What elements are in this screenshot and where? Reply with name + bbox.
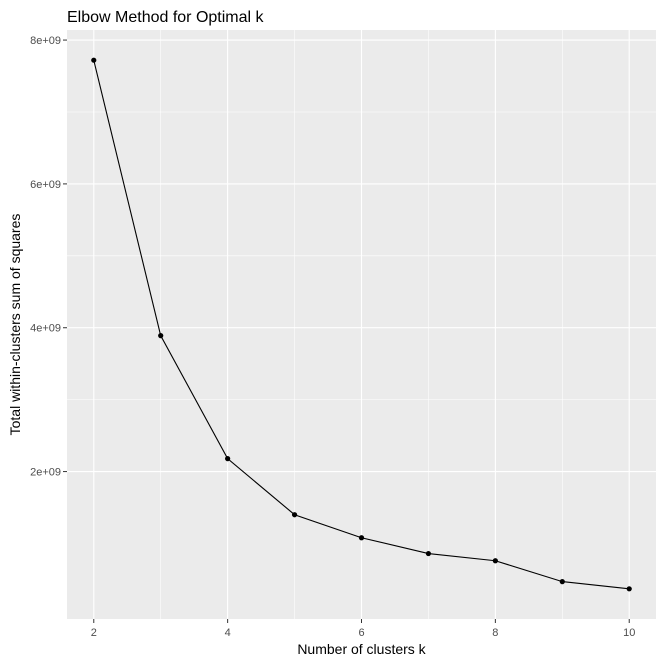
- x-tick-label: 8: [492, 627, 498, 639]
- series-layer: [91, 57, 632, 592]
- tick-layer: 2 4 6 8 10 2e+09 4e+09 6e+09 8e+09: [30, 35, 635, 639]
- data-point: [559, 579, 565, 585]
- data-point: [291, 512, 298, 518]
- y-tick-label: 2e+09: [30, 467, 61, 479]
- data-point: [91, 57, 97, 63]
- x-tick-label: 4: [225, 627, 231, 639]
- data-point: [626, 586, 632, 592]
- y-axis-title: Total within-clusters sum of squares: [7, 214, 23, 436]
- data-point: [425, 550, 432, 557]
- x-tick-label: 10: [623, 627, 635, 639]
- grid-layer: [67, 30, 656, 619]
- chart-title: Elbow Method for Optimal k: [67, 9, 265, 26]
- y-tick-label: 4e+09: [30, 323, 61, 335]
- x-axis-title: Number of clusters k: [297, 641, 426, 657]
- data-point: [225, 456, 231, 462]
- y-tick-label: 8e+09: [30, 35, 61, 47]
- data-point: [158, 333, 164, 339]
- y-tick-label: 6e+09: [30, 179, 61, 191]
- data-point: [358, 535, 365, 541]
- x-tick-label: 2: [91, 627, 97, 639]
- x-tick-label: 6: [358, 627, 364, 639]
- data-point: [492, 558, 498, 564]
